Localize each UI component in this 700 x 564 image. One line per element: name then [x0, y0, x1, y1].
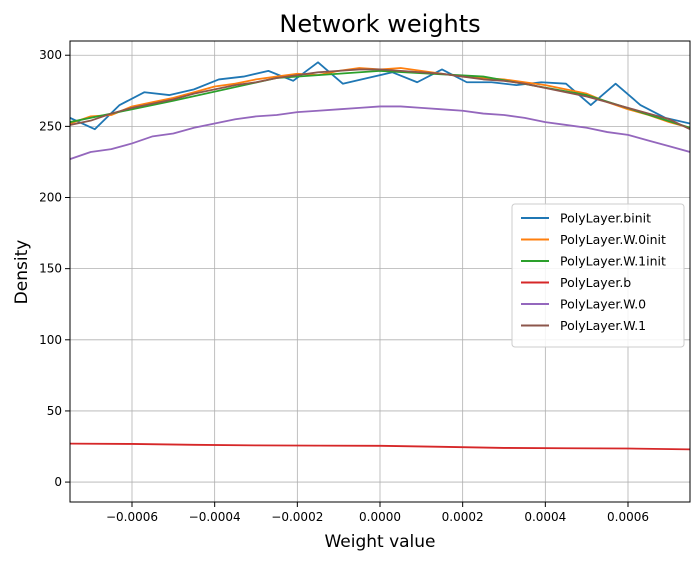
- x-axis-label: Weight value: [324, 532, 435, 552]
- x-tick-label: −0.0006: [106, 510, 158, 524]
- x-tick-label: 0.0006: [607, 510, 649, 524]
- y-tick-label: 150: [39, 262, 62, 276]
- legend-label: PolyLayer.W.0: [560, 297, 646, 312]
- x-axis-ticks: −0.0006 −0.0004 −0.0002 0.0000 0.0002 0.0004 0…: [106, 502, 649, 524]
- series-line-polylayer-w-0: [70, 105, 690, 160]
- legend-label: PolyLayer.binit: [560, 211, 651, 226]
- y-tick-label: 0: [54, 475, 62, 489]
- x-tick-label: −0.0004: [189, 510, 241, 524]
- legend-box: [511, 203, 685, 348]
- y-tick-label: 250: [39, 119, 62, 133]
- series-line-polylayer-binit: [70, 61, 690, 131]
- y-axis-ticks: 0 50 100 150 200 250 300: [39, 48, 70, 489]
- x-tick-label: 0.0002: [442, 510, 484, 524]
- chart-title: Network weights: [279, 10, 480, 38]
- legend-label: PolyLayer.b: [560, 275, 631, 290]
- y-tick-label: 200: [39, 191, 62, 205]
- series-line-polylayer-w-1: [70, 68, 690, 131]
- y-axis-label: Density: [12, 240, 32, 305]
- legend-label: PolyLayer.W.1: [560, 318, 646, 333]
- series-line-polylayer-b: [70, 442, 690, 451]
- legend-label: PolyLayer.W.1init: [560, 254, 666, 269]
- y-tick-label: 50: [47, 404, 62, 418]
- y-tick-label: 100: [39, 333, 62, 347]
- series-lines: [70, 61, 690, 451]
- y-tick-label: 300: [39, 48, 62, 62]
- x-tick-label: 0.0000: [359, 510, 401, 524]
- x-tick-label: −0.0002: [271, 510, 323, 524]
- x-tick-label: 0.0004: [524, 510, 566, 524]
- legend-label: PolyLayer.W.0init: [560, 232, 666, 247]
- series-line-polylayer-w-1init: [70, 69, 690, 129]
- legend: PolyLayer.binit PolyLayer.W.0init PolyLaye…: [511, 203, 685, 348]
